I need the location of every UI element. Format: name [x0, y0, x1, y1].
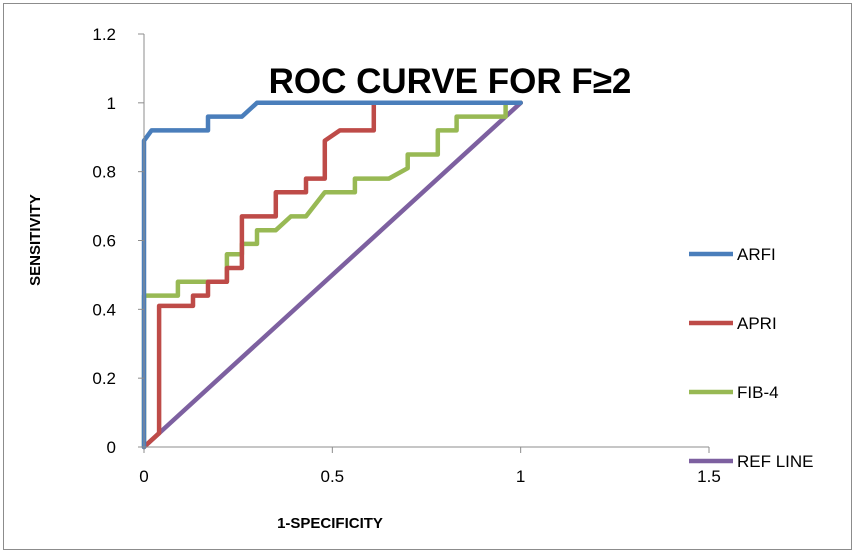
y-tick-label: 0.8 [92, 163, 116, 182]
series-line-ref-line [141, 100, 523, 450]
legend-label-apri: APRI [737, 314, 777, 333]
series-line-apri [141, 100, 523, 450]
x-tick-labels: 0 0.5 1 1.5 [139, 447, 721, 486]
legend: ARFI APRI FIB-4 REF LINE [689, 245, 814, 471]
x-tick-label: 1.5 [697, 467, 721, 486]
legend-label-ref-line: REF LINE [737, 452, 814, 471]
x-tick-label: 1 [516, 467, 525, 486]
y-axis-title: SENSITIVITY [27, 194, 44, 286]
y-tick-label: 0 [107, 438, 116, 457]
y-tick-label: 0.2 [92, 369, 116, 388]
chart-title: ROC CURVE FOR F≥2 [269, 62, 632, 101]
legend-label-arfi: ARFI [737, 245, 776, 264]
x-tick-label: 0.5 [321, 467, 345, 486]
y-tick-label: 1.2 [92, 25, 116, 44]
legend-label-fib-4: FIB-4 [737, 383, 779, 402]
y-tick-label: 1 [107, 94, 116, 113]
x-axis-title: 1-SPECIFICITY [277, 515, 383, 532]
y-tick-label: 0.4 [92, 300, 116, 319]
y-tick-label: 0.6 [92, 232, 116, 251]
x-tick-label: 0 [139, 467, 148, 486]
y-tick-labels: 0 0.2 0.4 0.6 0.8 1 1.2 [92, 25, 144, 457]
series-layer [141, 100, 523, 450]
series-line-arfi [141, 100, 523, 450]
